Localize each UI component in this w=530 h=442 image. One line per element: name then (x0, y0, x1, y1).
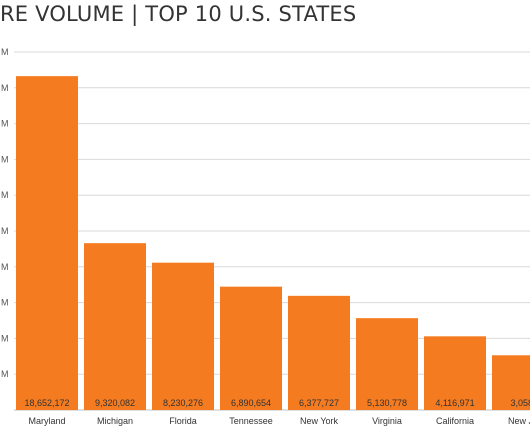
category-label: Michigan (97, 416, 133, 426)
y-tick-label: M (1, 369, 9, 379)
data-label: 18,652,172 (24, 398, 69, 408)
y-tick-label: M (1, 154, 9, 164)
y-axis-ticks: M M M M M M M M M M (1, 47, 9, 379)
y-tick-label: M (1, 226, 9, 236)
bar (288, 295, 350, 410)
category-label: California (436, 416, 474, 426)
bar (492, 355, 530, 410)
data-label: 6,377,727 (299, 398, 339, 408)
data-label: 6,890,654 (231, 398, 271, 408)
bar (424, 336, 486, 410)
bar (84, 243, 146, 410)
y-tick-label: M (1, 83, 9, 93)
y-tick-label: M (1, 333, 9, 343)
category-label: Maryland (28, 416, 65, 426)
category-label: Florida (169, 416, 197, 426)
category-label: Tennessee (229, 416, 273, 426)
chart-title: RE VOLUME | TOP 10 U.S. STATES (0, 2, 357, 26)
y-tick-label: M (1, 47, 9, 57)
category-labels: Maryland Michigan Florida Tennessee New York… (28, 416, 530, 426)
data-label: 9,320,082 (95, 398, 135, 408)
bar (152, 262, 214, 410)
data-labels: 18,652,172 9,320,082 8,230,276 6,890,654 6,3… (24, 398, 530, 408)
y-tick-label: M (1, 190, 9, 200)
data-label: 8,230,276 (163, 398, 203, 408)
bar (220, 286, 282, 410)
data-label: 3,058, (510, 398, 530, 408)
category-label: New York (300, 416, 339, 426)
data-label: 5,130,778 (367, 398, 407, 408)
bars (16, 76, 530, 410)
data-label: 4,116,971 (435, 398, 474, 408)
y-tick-label: M (1, 262, 9, 272)
category-label: Virginia (372, 416, 402, 426)
y-tick-label: M (1, 298, 9, 308)
bar (16, 76, 78, 410)
category-label: New Je (508, 416, 530, 426)
bar (356, 318, 418, 410)
y-tick-label: M (1, 119, 9, 129)
